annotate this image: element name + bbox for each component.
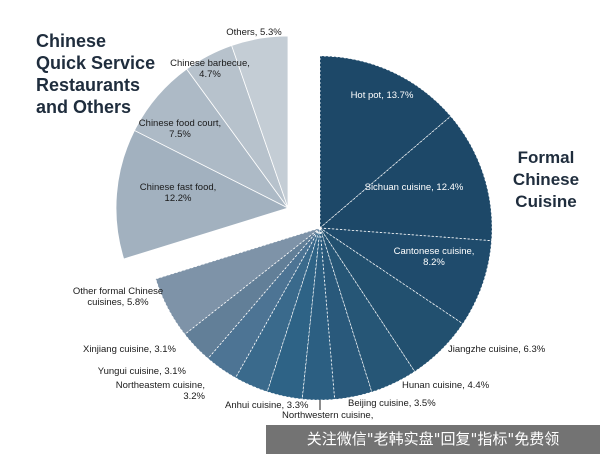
pie-slice-xinjiang-cuisine [184, 227, 321, 360]
pie-labels: Hot pot, 13.7% Sichuan cuisine, 12.4% Cant… [73, 27, 546, 421]
slice-label-northwestern-cuisine: Northwestern cuisine, [282, 410, 373, 421]
watermark-banner: 关注微信"老韩实盘"回复"指标"免费领 [266, 425, 600, 454]
group-title-quick-service: Chinese Quick Service Restaurants and Ot… [36, 31, 156, 117]
pie-slice-yungui-cuisine [207, 227, 321, 379]
pie-slice-sichuan-cuisine [319, 115, 493, 242]
slice-label-jiangzhe-cuisine: Jiangzhe cuisine, 6.3% [448, 344, 546, 355]
group-title-formal-cuisine: Formal Chinese Cuisine [512, 148, 580, 211]
slice-label-yungui-cuisine: Yungui cuisine, 3.1% [98, 366, 187, 377]
pie-slices [115, 35, 493, 401]
pie-slice-cantonese-cuisine [318, 227, 492, 325]
slice-label-chinese-fast-food: Chinese fast food, 12.2% [140, 182, 217, 204]
slice-label-others: Others, 5.3% [226, 27, 282, 38]
slice-label-northeastern-cuisine: Northeastem cuisine, 3.2% [116, 380, 206, 402]
pie-slice-jiangzhe-cuisine [319, 227, 464, 373]
pie-slice-others [231, 35, 289, 209]
slice-label-hot-pot: Hot pot, 13.7% [351, 90, 414, 101]
slice-label-anhui-cuisine: Anhui cuisine, 3.3% [225, 400, 309, 411]
pie-slice-other-formal-chinese-cuisines [155, 227, 321, 335]
pie-slice-northeastern-cuisine [234, 227, 321, 393]
pie-slice-beijing-cuisine [319, 227, 373, 400]
pie-slice-chinese-fast-food [115, 129, 290, 260]
pie-slice-hunan-cuisine [319, 227, 416, 393]
pie-slice-anhui-cuisine [266, 227, 321, 400]
slice-label-cantonese-cuisine: Cantonese cuisine, 8.2% [394, 246, 475, 268]
slice-label-sichuan-cuisine: Sichuan cuisine, 12.4% [365, 182, 464, 193]
slice-label-beijing-cuisine: Beijing cuisine, 3.5% [348, 398, 436, 409]
slice-label-chinese-food-court: Chinese food court, 7.5% [139, 118, 221, 140]
slice-label-xinjiang-cuisine: Xinjiang cuisine, 3.1% [83, 344, 176, 355]
slice-label-chinese-barbecue: Chinese barbecue, 4.7% [170, 58, 250, 80]
pie-slice-hot-pot [319, 55, 452, 229]
slice-label-hunan-cuisine: Hunan cuisine, 4.4% [402, 380, 490, 391]
pie-slice-northwestern-cuisine [301, 227, 336, 401]
slice-label-other-formal-chinese-cuisines: Other formal Chinese cuisines, 5.8% [73, 286, 163, 308]
